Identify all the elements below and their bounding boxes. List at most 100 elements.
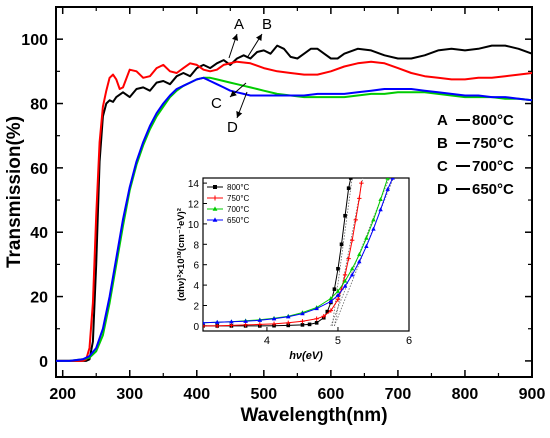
main-x-tick-label: 400 (183, 386, 210, 403)
main-x-axis-label: Wavelength(nm) (240, 405, 387, 426)
inset-point-triangle (390, 178, 395, 180)
main-x-tick-label: 600 (318, 386, 345, 403)
inset-point-triangle (385, 186, 390, 191)
main-series-group (56, 44, 533, 362)
annotation-letter-A: A (234, 16, 244, 33)
legend-key-B: B (437, 135, 448, 152)
main-x-tick-label: 900 (519, 386, 546, 403)
main-y-axis-label: Transmission(%) (4, 116, 25, 268)
annotation-arrowhead-A (232, 34, 239, 41)
inset-fit-line (334, 178, 364, 326)
legend-label-D: 650°C (472, 181, 514, 198)
inset-series-group (203, 178, 395, 329)
inset-point-star (229, 323, 234, 328)
inset-y-axis-label: (αhν)²×10¹⁰(cm⁻¹eV)² (176, 208, 187, 301)
series-line-D (56, 76, 533, 362)
inset-legend-label: 700°C (227, 205, 250, 214)
series-line-C (56, 76, 533, 362)
main-x-tick-label: 500 (250, 386, 277, 403)
inset-point-square (343, 213, 347, 218)
main-y-tick-label: 60 (30, 161, 48, 178)
inset-point-triangle (335, 288, 341, 293)
inset-chart: 4 5 6 0 2 4 6 8 10 12 14 hν(eV) (αhν)²×10¹⁰(cm⁻¹eV)²… (176, 177, 412, 362)
inset-point-triangle (378, 197, 383, 202)
inset-point-triangle (286, 314, 291, 319)
inset-point-triangle (257, 317, 263, 322)
annotation-letter-C: C (211, 95, 222, 112)
inset-point-triangle (364, 243, 369, 248)
inset-point-triangle (203, 320, 206, 325)
inset-point-triangle (371, 217, 376, 222)
main-x-tick-label: 300 (116, 386, 143, 403)
inset-point-star (342, 272, 348, 278)
annotation-arrowhead-D (236, 111, 243, 118)
main-y-tick-label: 40 (30, 225, 48, 242)
main-x-tick-label: 700 (385, 386, 412, 403)
legend-key-A: A (437, 112, 448, 129)
inset-point-triangle (328, 295, 334, 300)
legend-label-C: 700°C (472, 158, 514, 175)
main-y-tick-label: 100 (21, 32, 48, 49)
main-legend: A 800°C B 750°C C 700°C D 650°C (437, 112, 514, 198)
inset-point-star (203, 323, 206, 329)
legend-key-D: D (437, 181, 448, 198)
inset-point-star (314, 316, 319, 321)
inset-point-square (348, 178, 353, 180)
inset-point-triangle (349, 266, 355, 271)
inset-point-triangle (215, 319, 220, 324)
annotation-letter-D: D (227, 119, 238, 136)
inset-point-square (300, 323, 305, 327)
inset-point-triangle (349, 272, 355, 277)
main-x-tick-label: 200 (49, 386, 76, 403)
inset-point-triangle (335, 292, 341, 297)
inset-point-triangle (385, 178, 390, 180)
inset-legend-marker (212, 195, 218, 201)
inset-point-star (321, 314, 326, 319)
inset-point-square (346, 186, 351, 190)
inset-point-star (346, 256, 351, 261)
legend-label-A: 800°C (472, 112, 514, 129)
annotation-arrowhead-C (230, 90, 237, 97)
inset-y-tick-label: 4 (193, 281, 199, 292)
inset-point-triangle (314, 306, 319, 311)
inset-legend-label: 800°C (227, 183, 250, 192)
inset-y-tick-label: 12 (188, 200, 200, 211)
inset-point-star (286, 320, 291, 326)
inset-legend-marker (213, 185, 217, 189)
inset-point-triangle (364, 235, 369, 240)
inset-y-tick-label: 6 (193, 261, 199, 272)
main-y-tick-label: 20 (30, 290, 48, 307)
inset-point-square (332, 287, 337, 291)
inset-point-star (349, 238, 355, 243)
inset-point-star (257, 322, 263, 327)
main-y-tick-label: 0 (39, 354, 48, 371)
inset-point-triangle (342, 283, 348, 288)
inset-y-tick-label: 10 (188, 220, 200, 231)
inset-point-triangle (371, 226, 376, 231)
annotation-letter-B: B (262, 16, 272, 33)
inset-point-star (353, 217, 358, 223)
inset-point-star (300, 319, 305, 324)
inset-point-triangle (378, 207, 383, 212)
inset-legend-label: 650°C (227, 216, 250, 225)
inset-point-star (215, 323, 220, 329)
inset-y-tick-label: 0 (193, 322, 199, 333)
legend-label-B: 750°C (472, 135, 514, 152)
main-x-tick-label: 800 (452, 386, 479, 403)
inset-point-triangle (229, 319, 234, 324)
inset-point-triangle (271, 316, 277, 321)
inset-point-square (286, 323, 291, 328)
inset-point-square (325, 309, 330, 314)
inset-y-tick-label: 2 (193, 302, 199, 313)
inset-legend-marker (212, 206, 218, 211)
inset-point-triangle (300, 311, 305, 316)
inset-fit-line (331, 178, 353, 326)
inset-legend: 800°C 750°C 700°C 650°C (207, 183, 250, 225)
inset-legend-marker (212, 217, 218, 222)
inset-point-square (314, 321, 319, 325)
inset-point-square (339, 242, 344, 247)
inset-point-star (243, 322, 248, 328)
inset-point-triangle (357, 252, 362, 257)
